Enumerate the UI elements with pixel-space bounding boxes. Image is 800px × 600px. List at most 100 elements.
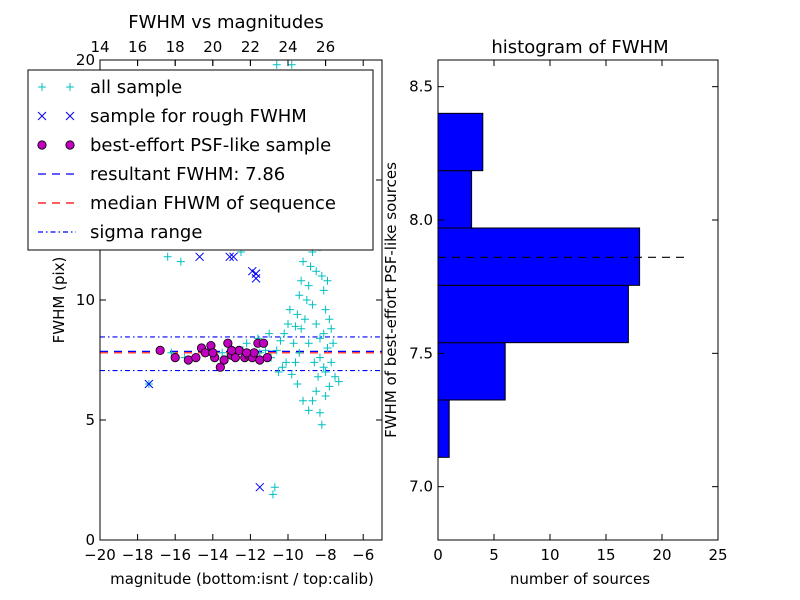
scatter-point — [325, 315, 334, 324]
scatter-point — [312, 387, 321, 396]
legend-entry: sample for rough FWHM — [37, 106, 307, 127]
scatter-point — [321, 368, 330, 376]
legend-entry: all sample — [38, 77, 182, 98]
scatter-point — [321, 392, 330, 400]
scatter-point — [225, 252, 235, 262]
scatter-point — [268, 490, 277, 499]
histogram-x-axis-label: number of sources — [510, 570, 650, 588]
scatter-point — [315, 408, 324, 417]
scatter-point — [317, 420, 326, 429]
scatter-point — [208, 348, 218, 358]
y-tick-label: 8.5 — [409, 78, 433, 96]
scatter-x-axis-label: magnitude (bottom:isnt / top:calib) — [110, 570, 374, 588]
y-tick-label: 7.0 — [409, 478, 433, 496]
scatter-point — [315, 353, 324, 362]
scatter-point — [215, 362, 225, 372]
scatter-point — [265, 329, 274, 338]
scatter-point — [312, 267, 321, 276]
x-tick-label: −10 — [272, 546, 304, 564]
legend-marker — [37, 111, 47, 121]
scatter-x-ticks: −20 −18 −16 −14 −12 −10 −8 −6 — [84, 60, 374, 564]
scatter-point — [191, 352, 201, 363]
top-tick-label: 26 — [316, 38, 335, 56]
scatter-point — [223, 338, 233, 348]
scatter-point — [293, 380, 302, 388]
legend-label: all sample — [90, 77, 182, 98]
scatter-point — [255, 355, 265, 365]
scatter-point — [323, 276, 332, 285]
histogram-y-axis-label: FWHM of best-effort PSF-like sources — [382, 162, 400, 438]
scatter-point — [285, 305, 294, 314]
x-tick-label: 5 — [489, 546, 499, 564]
legend-marker — [37, 140, 47, 150]
scatter-point — [255, 482, 265, 492]
histogram-panel: 0 5 10 15 20 25 7.0 7.5 8.0 8.5 histogram of FWH… — [382, 37, 728, 588]
scatter-point — [218, 348, 227, 357]
x-tick-label: 0 — [433, 546, 443, 564]
scatter-point — [315, 334, 324, 343]
scatter-point — [306, 262, 315, 271]
scatter-title: FWHM vs magnitudes — [128, 12, 323, 33]
y-tick-label: 8.0 — [409, 211, 433, 229]
histogram-bar — [437, 227, 641, 286]
top-tick-label: 18 — [166, 38, 185, 56]
scatter-point — [274, 368, 283, 376]
scatter-point — [321, 305, 330, 314]
legend-marker — [65, 140, 75, 150]
scatter-point — [183, 355, 193, 365]
scatter-point — [258, 338, 269, 348]
scatter-point — [291, 322, 300, 331]
scatter-point — [295, 348, 304, 357]
legend-label: sigma range — [90, 222, 202, 243]
x-tick-label: −8 — [315, 546, 337, 564]
scatter-point — [230, 352, 240, 363]
scatter-point — [170, 352, 180, 363]
scatter-point — [312, 320, 321, 328]
scatter-point — [325, 382, 334, 391]
histogram-bar — [437, 399, 450, 458]
scatter-point — [282, 358, 291, 367]
scatter-point — [227, 345, 237, 355]
scatter-point — [287, 370, 296, 379]
scatter-point — [276, 336, 285, 345]
scatter-point — [176, 257, 185, 266]
series-2 — [155, 338, 272, 372]
histogram-bar — [437, 170, 473, 229]
legend-entry: best-effort PSF-like sample — [37, 135, 331, 156]
legend-label: resultant FWHM: 7.86 — [90, 164, 285, 185]
histogram-bar — [437, 112, 484, 172]
legend-entry: sigma range — [38, 222, 202, 243]
x-tick-label: 20 — [652, 546, 671, 564]
scatter-point — [308, 300, 317, 309]
scatter-point — [293, 310, 302, 319]
scatter-point — [319, 286, 328, 295]
histogram-title: histogram of FWHM — [491, 37, 668, 58]
scatter-point — [272, 346, 281, 355]
legend-box — [27, 69, 374, 251]
scatter-point — [299, 396, 308, 405]
scatter-point — [327, 358, 336, 367]
scatter-point — [163, 252, 172, 261]
scatter-point — [242, 348, 252, 358]
scatter-point — [304, 406, 313, 415]
scatter-point — [310, 358, 319, 367]
legend-label: median FHWM of sequence — [90, 193, 336, 214]
x-tick-label: −6 — [352, 546, 374, 564]
x-tick-label: −12 — [235, 546, 267, 564]
scatter-point — [251, 274, 261, 283]
scatter-point — [334, 377, 343, 386]
scatter-point — [144, 379, 154, 389]
scatter-point — [319, 363, 328, 372]
scatter-legend: all sample sample for rough FWHM best-effo… — [27, 69, 374, 251]
scatter-point — [284, 320, 292, 328]
x-tick-label: −20 — [84, 546, 116, 564]
legend-marker — [66, 83, 74, 91]
scatter-point — [247, 266, 257, 276]
scatter-point — [314, 372, 323, 381]
legend-entry: median FHWM of sequence — [38, 193, 336, 214]
y-tick-label: 0 — [85, 531, 95, 549]
scatter-point — [295, 291, 304, 300]
scatter-point — [195, 252, 204, 262]
